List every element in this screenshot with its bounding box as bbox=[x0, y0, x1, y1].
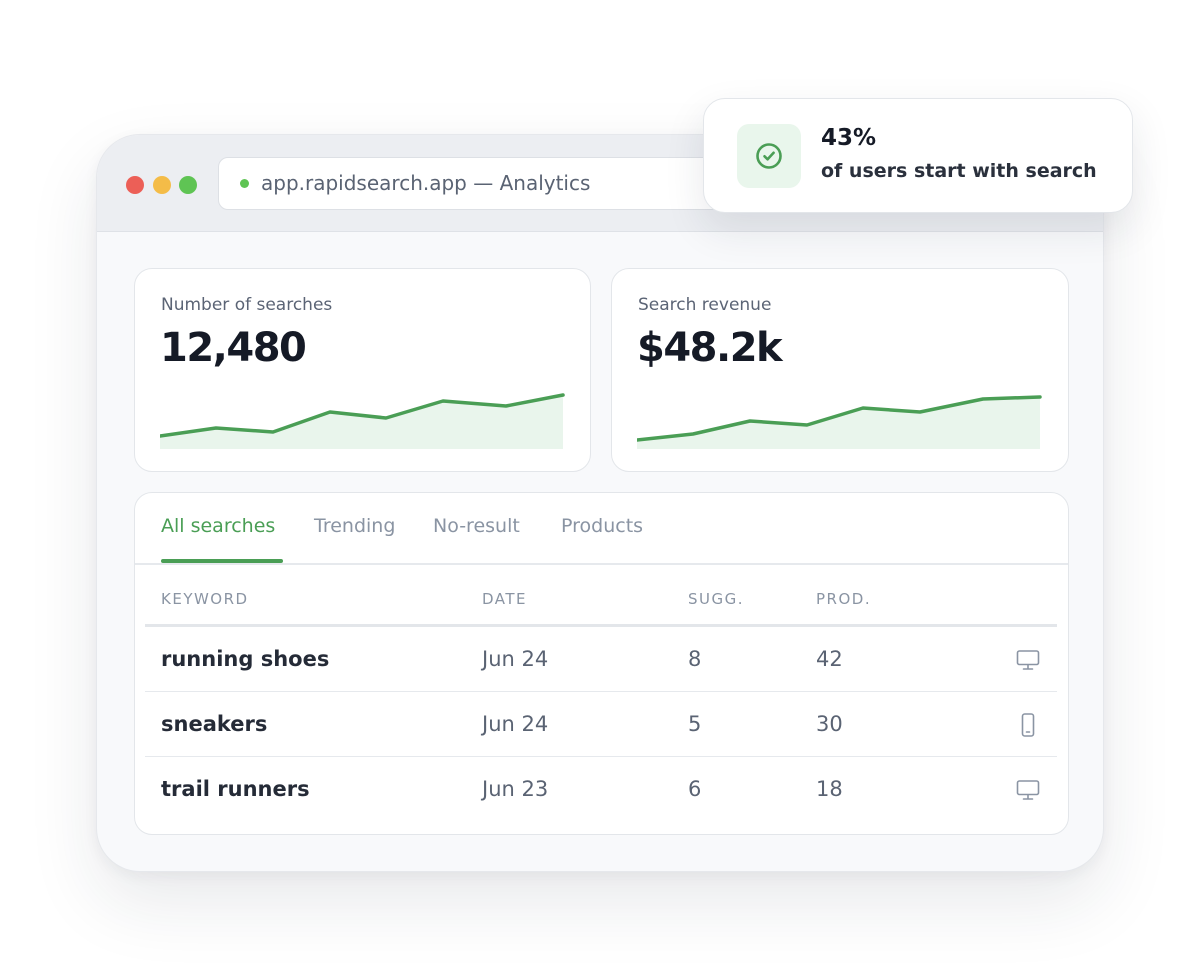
table-header-divider bbox=[145, 624, 1057, 627]
keyword-cell: trail runners bbox=[161, 777, 310, 801]
tab-products[interactable]: Products bbox=[561, 515, 644, 537]
table-row[interactable]: running shoes Jun 24 8 42 bbox=[145, 627, 1057, 692]
keyword-cell: running shoes bbox=[161, 647, 330, 671]
suggestions-cell: 8 bbox=[688, 647, 702, 671]
metric-card-searches: Number of searches 12,480 bbox=[134, 268, 591, 472]
tab-all-searches[interactable]: All searches bbox=[161, 515, 276, 537]
keyword-cell: sneakers bbox=[161, 712, 268, 736]
suggestions-cell: 5 bbox=[688, 712, 702, 736]
close-window-button[interactable] bbox=[126, 176, 144, 194]
products-cell: 42 bbox=[816, 647, 843, 671]
column-header-sugg[interactable]: SUGG. bbox=[688, 590, 745, 608]
revenue-sparkline bbox=[637, 395, 1042, 449]
maximize-window-button[interactable] bbox=[179, 176, 197, 194]
searches-table-card: All searches Trending No-result Products… bbox=[134, 492, 1069, 835]
tab-no-result[interactable]: No-result bbox=[433, 515, 520, 537]
tab-trending[interactable]: Trending bbox=[314, 515, 396, 537]
sparkline-line bbox=[637, 395, 1042, 442]
mobile-icon bbox=[1021, 713, 1035, 737]
metric-card-revenue: Search revenue $48.2k bbox=[611, 268, 1069, 472]
metric-label: Search revenue bbox=[638, 295, 772, 315]
metric-value: 12,480 bbox=[160, 325, 307, 371]
tabs-divider bbox=[135, 563, 1068, 565]
toast-percentage: 43% bbox=[821, 125, 877, 151]
date-cell: Jun 24 bbox=[482, 712, 549, 736]
connection-status-dot bbox=[240, 179, 249, 188]
metric-value: $48.2k bbox=[637, 325, 783, 371]
column-header-keyword[interactable]: KEYWORD bbox=[161, 590, 249, 608]
table-row[interactable]: trail runners Jun 23 6 18 bbox=[145, 757, 1057, 822]
searches-sparkline bbox=[160, 393, 565, 449]
column-header-date[interactable]: DATE bbox=[482, 590, 528, 608]
column-header-prod[interactable]: PROD. bbox=[816, 590, 872, 608]
date-cell: Jun 23 bbox=[482, 777, 549, 801]
products-cell: 30 bbox=[816, 712, 843, 736]
sparkline-line bbox=[160, 393, 565, 438]
sparkline-area bbox=[637, 397, 1040, 449]
toast-description: of users start with search bbox=[821, 160, 1097, 182]
products-cell: 18 bbox=[816, 777, 843, 801]
suggestions-cell: 6 bbox=[688, 777, 702, 801]
search-usage-toast: 43% of users start with search bbox=[703, 98, 1133, 213]
active-tab-indicator bbox=[161, 559, 283, 563]
metric-label: Number of searches bbox=[161, 295, 333, 315]
table-row[interactable]: sneakers Jun 24 5 30 bbox=[145, 692, 1057, 757]
check-circle-icon bbox=[756, 143, 782, 169]
toast-icon-container bbox=[737, 124, 801, 188]
browser-window: app.rapidsearch.app — Analytics Number o… bbox=[96, 134, 1104, 872]
address-bar-text: app.rapidsearch.app — Analytics bbox=[261, 171, 591, 195]
desktop-icon bbox=[1016, 780, 1040, 800]
date-cell: Jun 24 bbox=[482, 647, 549, 671]
sparkline-area bbox=[160, 395, 563, 449]
minimize-window-button[interactable] bbox=[153, 176, 171, 194]
desktop-icon bbox=[1016, 650, 1040, 670]
